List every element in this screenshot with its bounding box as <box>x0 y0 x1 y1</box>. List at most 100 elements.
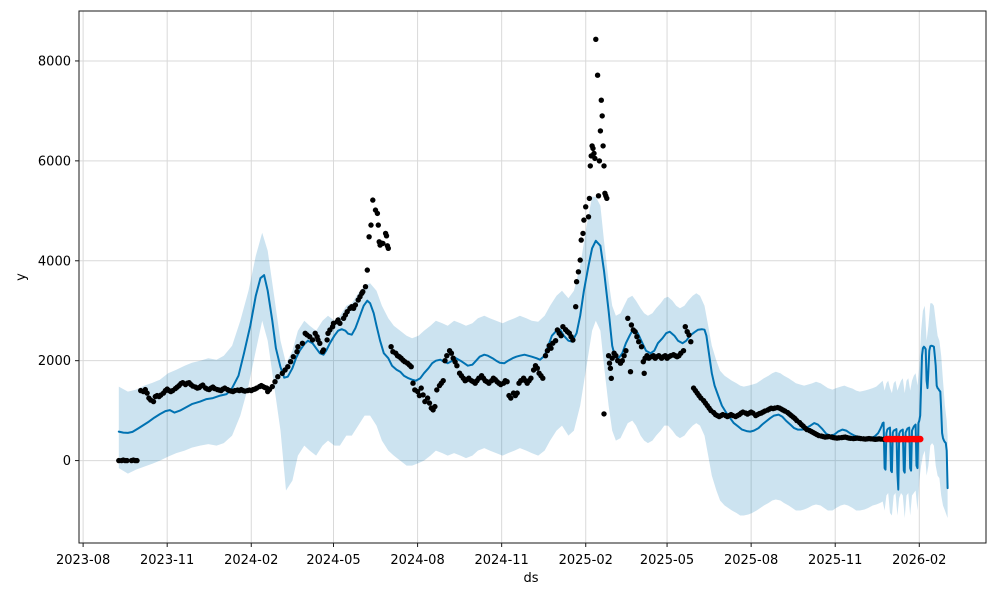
actual-point <box>442 358 448 364</box>
actual-point <box>352 302 359 308</box>
actual-point <box>448 350 455 356</box>
actual-point <box>604 195 610 201</box>
x-tick-label: 2024-05 <box>306 553 360 568</box>
x-tick-label: 2025-11 <box>808 553 862 568</box>
actual-point <box>287 359 294 365</box>
actual-point <box>583 204 589 210</box>
actual-point <box>290 354 296 360</box>
x-tick-label: 2025-05 <box>640 553 694 568</box>
actual-point <box>601 411 607 417</box>
actual-point <box>570 337 576 343</box>
actual-point <box>638 344 645 350</box>
actual-point <box>454 363 460 369</box>
actual-points-layer <box>116 36 887 464</box>
actual-point <box>548 345 554 351</box>
actual-point <box>418 385 424 391</box>
actual-point <box>596 158 603 164</box>
actual-point <box>577 257 583 263</box>
actual-point <box>374 210 381 217</box>
actual-point <box>593 36 599 42</box>
actual-point <box>366 234 372 240</box>
actual-point <box>504 379 510 385</box>
y-tick-label: 2000 <box>38 354 71 369</box>
actual-point <box>444 353 450 359</box>
actual-point <box>597 128 604 134</box>
actual-point <box>324 337 330 343</box>
actual-point <box>528 375 534 381</box>
actual-point <box>623 348 629 354</box>
actual-point <box>595 193 602 199</box>
actual-point <box>317 340 323 346</box>
actual-point <box>275 374 281 380</box>
actual-point <box>601 163 607 169</box>
actual-point <box>360 289 366 295</box>
actual-point <box>600 143 606 149</box>
actual-point <box>370 197 376 203</box>
actual-point <box>590 145 596 152</box>
actual-point <box>598 97 604 103</box>
actual-point <box>686 332 692 338</box>
actual-point <box>585 214 592 220</box>
actual-point <box>552 338 559 344</box>
actual-point <box>636 339 642 345</box>
actual-point <box>385 245 391 251</box>
x-axis-label: ds <box>523 571 538 586</box>
actual-point <box>144 390 150 396</box>
actual-point <box>627 369 634 375</box>
actual-point <box>680 348 687 354</box>
actual-point <box>269 383 275 390</box>
actual-point <box>299 340 306 346</box>
actual-point <box>420 392 426 398</box>
actual-point <box>124 457 130 464</box>
actual-point <box>573 279 580 285</box>
x-tick-label: 2024-02 <box>224 553 278 568</box>
actual-point <box>641 370 647 376</box>
recent-actual-point <box>916 435 924 443</box>
actual-point <box>632 329 638 335</box>
actual-point <box>621 353 627 359</box>
actual-point <box>573 304 579 310</box>
actual-point <box>426 400 433 406</box>
y-tick-label: 0 <box>63 454 71 469</box>
actual-point <box>368 222 374 228</box>
plot-border <box>78 10 987 544</box>
actual-point <box>580 230 586 237</box>
actual-point <box>150 398 157 405</box>
actual-point <box>634 334 640 340</box>
actual-point <box>592 155 598 162</box>
recent-actual-points-layer <box>883 435 924 443</box>
axes-layer: 2023-08 2023-11 2024-02 2024-05 2024-08 2024-… <box>38 10 987 568</box>
x-tick-label: 2025-08 <box>724 553 778 568</box>
actual-point <box>682 324 688 330</box>
actual-point <box>388 344 394 350</box>
actual-point <box>607 365 614 371</box>
forecast-line-layer <box>117 239 949 491</box>
gridlines <box>79 11 986 543</box>
actual-point <box>586 195 593 202</box>
actual-point <box>380 240 386 247</box>
x-tick-label: 2024-11 <box>474 553 528 568</box>
y-tick-label: 6000 <box>38 154 71 169</box>
actual-point <box>294 349 300 355</box>
actual-point <box>272 379 278 385</box>
actual-point <box>375 222 381 228</box>
forecast-line <box>117 239 949 491</box>
actual-point <box>688 339 694 345</box>
actual-point <box>542 353 549 359</box>
actual-point <box>591 150 597 157</box>
actual-point <box>432 403 438 410</box>
actual-point <box>362 284 369 290</box>
actual-point <box>309 337 316 343</box>
actual-point <box>383 233 390 239</box>
actual-point <box>408 364 414 370</box>
x-tick-label: 2026-02 <box>892 553 946 568</box>
actual-point <box>625 315 631 321</box>
actual-point <box>410 380 416 386</box>
actual-point <box>364 267 370 273</box>
actual-point <box>594 72 601 78</box>
actual-point <box>581 217 587 223</box>
actual-point <box>613 353 619 359</box>
actual-point <box>337 320 343 326</box>
actual-point <box>606 360 613 366</box>
